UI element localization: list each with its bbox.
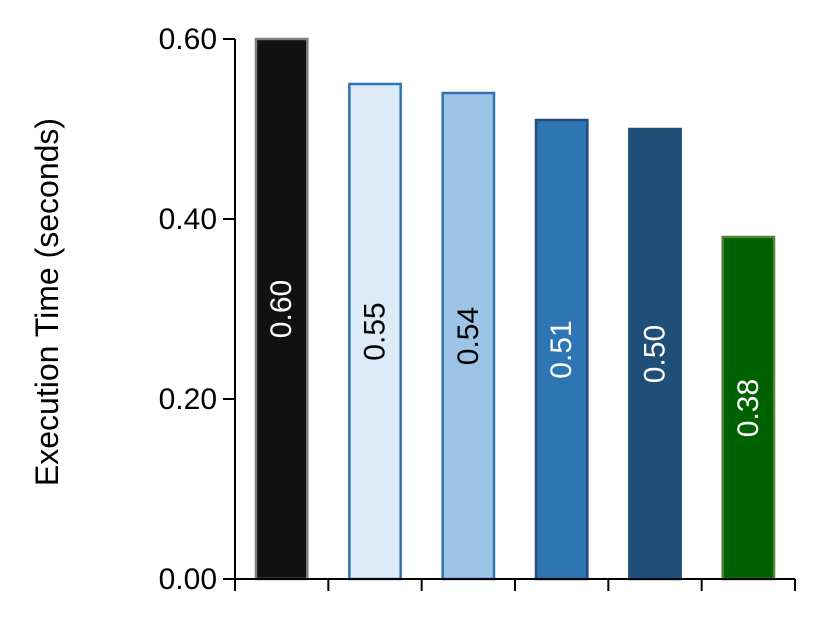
y-axis-ticks: 0.00 0.20 0.40 0.60: [159, 23, 235, 596]
bar: [254, 37, 309, 581]
bar-value-label: 0.51: [545, 320, 578, 378]
bar-value-label: 0.50: [639, 325, 672, 383]
bar: [721, 235, 776, 581]
bar-value-label: 0.38: [732, 379, 765, 437]
bars: 0.60 0.55 0.54 0.51 0.50 0.38: [254, 37, 776, 581]
bar: [628, 127, 682, 581]
y-tick-label: 0.00: [159, 563, 217, 596]
bar-value-label: 0.60: [265, 280, 298, 338]
y-axis-title: Execution Time (seconds): [29, 118, 65, 486]
bar: [534, 118, 589, 581]
bar: [441, 91, 496, 581]
x-axis: [234, 578, 796, 591]
y-tick-label: 0.20: [159, 383, 217, 416]
bar-value-label: 0.54: [452, 307, 485, 365]
bar-value-label: 0.55: [359, 302, 392, 360]
y-tick-label: 0.40: [159, 203, 217, 236]
y-tick-label: 0.60: [159, 23, 217, 56]
